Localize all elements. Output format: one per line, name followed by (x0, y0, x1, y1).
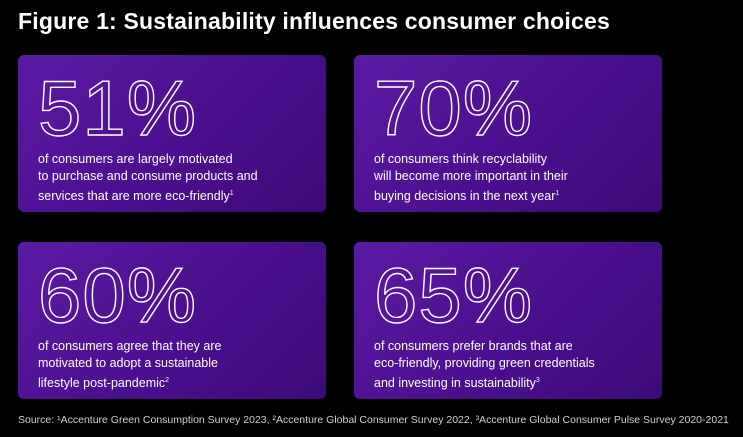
stat-value: 51% (37, 64, 198, 152)
stat-description: of consumers prefer brands that are eco-f… (374, 338, 595, 392)
description-line: of consumers agree that they are (38, 339, 222, 353)
stat-card: 60% of consumers agree that they are motiv… (18, 242, 326, 399)
stat-value: 60% (37, 251, 198, 339)
stat-value: 70% (373, 64, 534, 152)
description-line: will become more important in their (374, 169, 568, 183)
description-line: lifestyle post-pandemic2 (38, 376, 170, 390)
source: Source: ¹Accenture Green Consumption Sur… (18, 414, 729, 426)
description-line: of consumers prefer brands that are (374, 339, 573, 353)
description-line: of consumers are largely motivated (38, 152, 233, 166)
description-line: services that are more eco-friendly1 (38, 189, 234, 203)
stat-description: of consumers agree that they are motivate… (38, 338, 221, 392)
stat-description: of consumers are largely motivated to pur… (38, 151, 258, 205)
description-line: of consumers think recyclability (374, 152, 547, 166)
footnote-ref: 3 (535, 377, 540, 384)
description-line: buying decisions in the next year1 (374, 189, 560, 203)
title: Figure 1: Sustainability influences cons… (18, 8, 610, 34)
stat-card: 65% of consumers prefer brands that are ec… (354, 242, 662, 399)
footnote-ref: 1 (555, 190, 560, 197)
description-line: motivated to adopt a sustainable (38, 356, 218, 370)
stat-description: of consumers think recyclability will bec… (374, 151, 568, 205)
stat-card: 51% of consumers are largely motivated to … (18, 55, 326, 212)
description-line: eco-friendly, providing green credential… (374, 356, 595, 370)
description-line: and investing in sustainability3 (374, 376, 540, 390)
stat-card: 70% of consumers think recyclability will … (354, 55, 662, 212)
footnote-ref: 1 (229, 190, 234, 197)
description-line: to purchase and consume products and (38, 169, 258, 183)
stat-value: 65% (373, 251, 534, 339)
footnote-ref: 2 (165, 377, 170, 384)
